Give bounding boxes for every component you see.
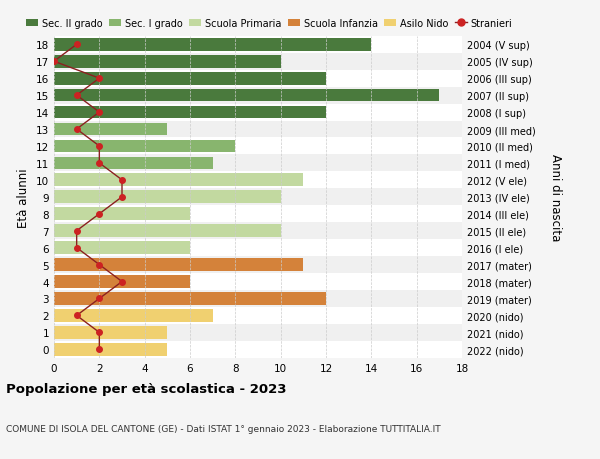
Bar bbox=[54, 292, 326, 305]
Bar bbox=[54, 307, 462, 324]
Bar bbox=[54, 39, 371, 51]
Bar bbox=[54, 121, 462, 138]
Bar bbox=[54, 223, 462, 240]
Legend: Sec. II grado, Sec. I grado, Scuola Primaria, Scuola Infanzia, Asilo Nido, Stran: Sec. II grado, Sec. I grado, Scuola Prim… bbox=[26, 19, 512, 28]
Bar bbox=[54, 326, 167, 339]
Y-axis label: Età alunni: Età alunni bbox=[17, 168, 31, 227]
Bar bbox=[54, 172, 462, 189]
Bar bbox=[54, 242, 190, 254]
Text: COMUNE DI ISOLA DEL CANTONE (GE) - Dati ISTAT 1° gennaio 2023 - Elaborazione TUT: COMUNE DI ISOLA DEL CANTONE (GE) - Dati … bbox=[6, 425, 440, 433]
Bar bbox=[54, 37, 462, 54]
Bar bbox=[54, 341, 462, 358]
Bar bbox=[54, 208, 190, 221]
Bar bbox=[54, 71, 462, 88]
Text: Popolazione per età scolastica - 2023: Popolazione per età scolastica - 2023 bbox=[6, 382, 287, 396]
Bar bbox=[54, 104, 462, 121]
Bar bbox=[54, 240, 462, 257]
Bar bbox=[54, 206, 462, 223]
Bar bbox=[54, 90, 439, 102]
Bar bbox=[54, 157, 212, 170]
Bar bbox=[54, 343, 167, 356]
Bar bbox=[54, 191, 281, 204]
Bar bbox=[54, 88, 462, 104]
Bar bbox=[54, 140, 235, 153]
Bar bbox=[54, 275, 190, 288]
Bar bbox=[54, 56, 281, 68]
Bar bbox=[54, 106, 326, 119]
Bar bbox=[54, 123, 167, 136]
Y-axis label: Anni di nascita: Anni di nascita bbox=[550, 154, 563, 241]
Bar bbox=[54, 155, 462, 172]
Bar bbox=[54, 225, 281, 237]
Bar bbox=[54, 54, 462, 71]
Bar bbox=[54, 257, 462, 274]
Bar bbox=[54, 73, 326, 85]
Bar bbox=[54, 309, 212, 322]
Bar bbox=[54, 174, 304, 187]
Bar bbox=[54, 324, 462, 341]
Bar bbox=[54, 274, 462, 291]
Bar bbox=[54, 259, 304, 271]
Bar bbox=[54, 138, 462, 155]
Bar bbox=[54, 291, 462, 307]
Bar bbox=[54, 189, 462, 206]
